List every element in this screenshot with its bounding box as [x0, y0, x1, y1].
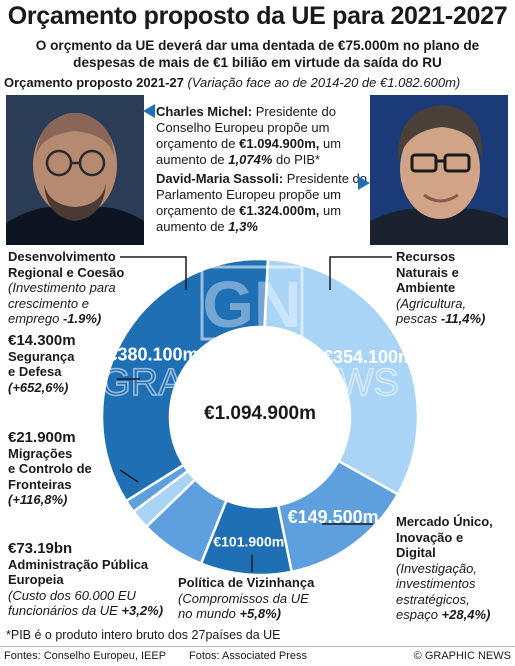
admin-name-2: Europeia — [8, 572, 64, 587]
migration-pct: (+116,8%) — [8, 492, 68, 507]
slice-value-label: €380.100m — [107, 344, 198, 364]
photo-david-sassoli — [370, 95, 508, 245]
pointer-sassoli — [358, 176, 370, 190]
total-value-label: €1.094.900m — [204, 403, 316, 424]
market-note-2: investimentos — [396, 576, 476, 591]
neighbour-note-2: no mundo — [178, 606, 236, 621]
sassoli-text1: Presidente do Parlamento Europeu propõe … — [156, 171, 368, 218]
admin-pct: +3,2%) — [121, 603, 164, 618]
watermark: GN GRAPHIC NEWS — [100, 265, 400, 405]
market-name-1: Mercado Único, — [396, 514, 493, 529]
michel-description: Charles Michel: Presidente do Conselho E… — [156, 104, 366, 168]
michel-text3: do PIB* — [276, 152, 321, 167]
portrait-sassoli-illustration — [370, 95, 508, 245]
regional-note-1: (Investimento para — [8, 280, 116, 295]
michel-text2: um aumento de — [156, 136, 342, 167]
neighbour-note-1: (Compromissos da UE — [178, 590, 309, 606]
admin-name-1: Administração Pública — [8, 556, 149, 572]
sassoli-name: David-Maria Sassoli: — [156, 171, 284, 186]
label-security-defence: €14.300m Segurança e Defesa (+652,6%) — [8, 333, 118, 395]
migration-name-1: Migrações — [8, 445, 73, 461]
admin-note-1: (Custo dos 60.000 EU — [8, 587, 136, 603]
footer-credit: © GRAPHIC NEWS — [413, 650, 511, 662]
footer: Fontes: Conselho Europeu, IEEP Fotos: As… — [4, 650, 511, 662]
natural-note-1: (Agricultura, — [396, 295, 467, 311]
admin-value: €73.19bn — [8, 540, 73, 557]
regional-note-3: emprego — [8, 311, 60, 326]
market-note-1: (Investigação, — [396, 560, 477, 576]
michel-pct: 1,074% — [228, 152, 273, 167]
header: Orçamento proposto da UE para 2021-2027 … — [0, 0, 515, 72]
migration-value: €21.900m — [8, 429, 76, 446]
regional-note-2: crescimento e — [8, 295, 89, 311]
michel-amount: €1.094.900m, — [239, 136, 320, 151]
section-header: Orçamento proposto 2021-27 (Variação fac… — [4, 75, 511, 90]
regional-name-2: Regional e Coesão — [8, 264, 125, 280]
slice-desenvolvimento-regional-e-coes-o — [100, 257, 270, 503]
footer-photos: Fotos: Associated Press — [189, 650, 307, 662]
slice-value-label: €101.900m — [213, 533, 284, 549]
natural-name-2: Naturais e — [396, 264, 459, 280]
budget-donut-chart: GN GRAPHIC NEWS €1.094.900m €354.100m €14… — [100, 257, 420, 577]
portrait-michel-illustration — [6, 95, 144, 245]
security-name-1: Segurança — [8, 348, 75, 364]
sassoli-text2: um aumento de — [156, 203, 342, 234]
market-name-3: Digital — [396, 545, 436, 560]
natural-pct: -11,4%) — [440, 311, 486, 326]
label-public-administration: €73.19bn Administração Pública Europeia … — [8, 541, 178, 619]
label-regional-development: Desenvolvimento Regional e Coesão (Inves… — [8, 249, 138, 327]
svg-text:GN: GN — [203, 267, 302, 341]
sassoli-pct: 1,3% — [228, 219, 258, 234]
slice-value-labels: €354.100m €149.500m€101.900m €380.100m — [107, 344, 414, 549]
sassoli-amount: €1.324.000m, — [239, 203, 320, 218]
label-migration-borders: €21.900m Migrações e Controlo de Frontei… — [8, 430, 123, 508]
admin-note-2: funcionários da UE — [8, 603, 118, 618]
regional-pct: -1.9%) — [62, 311, 102, 326]
security-name-2: e Defesa — [8, 364, 62, 379]
label-neighbourhood-policy: Política de Vizinhança (Compromissos da … — [178, 575, 338, 622]
neighbour-name: Política de Vizinhança — [178, 575, 315, 590]
regional-name-1: Desenvolvimento — [8, 249, 116, 264]
slice-value-label: €149.500m — [288, 507, 379, 527]
security-value: €14.300m — [8, 332, 76, 349]
footnote: *PIB é o produto intero bruto dos 27país… — [6, 628, 281, 642]
page-subtitle: O orçmento da UE deverá dar uma dentada … — [35, 38, 480, 70]
michel-text1: Presidente do Conselho Europeu propõe um… — [156, 104, 336, 151]
donut-slices — [100, 257, 420, 577]
natural-name-1: Recursos — [396, 249, 456, 264]
michel-name: Charles Michel: — [156, 104, 253, 119]
natural-name-3: Ambiente — [396, 280, 456, 295]
neighbour-pct: +5,8%) — [239, 606, 282, 621]
market-note-3: estratégicos, — [396, 591, 470, 607]
section-note: (Variação face ao de 2014-20 de €1.082.6… — [187, 75, 461, 90]
photo-charles-michel — [6, 95, 144, 245]
security-pct: (+652,6%) — [8, 379, 69, 395]
label-natural-resources: Recursos Naturais e Ambiente (Agricultur… — [396, 249, 511, 327]
section-label: Orçamento proposto 2021-27 — [4, 75, 184, 90]
market-pct: +28,4%) — [441, 607, 491, 622]
page-title: Orçamento proposto da UE para 2021-2027 — [7, 2, 508, 30]
footer-sources: Fontes: Conselho Europeu, IEEP — [4, 650, 167, 662]
migration-name-3: Fronteiras — [8, 476, 72, 492]
market-note-4: espaço — [396, 607, 438, 622]
slice-value-label: €354.100m — [323, 347, 414, 367]
market-name-2: Inovação e — [396, 529, 464, 545]
natural-note-2: pescas — [396, 311, 438, 326]
label-single-market: Mercado Único, Inovação e Digital (Inves… — [396, 514, 511, 623]
watermark-text: GRAPHIC NEWS — [101, 362, 399, 404]
sassoli-description: David-Maria Sassoli: Presidente do Parla… — [156, 171, 368, 235]
migration-name-2: e Controlo de — [8, 461, 92, 476]
pointer-michel — [143, 104, 155, 118]
footer-divider — [0, 646, 515, 647]
